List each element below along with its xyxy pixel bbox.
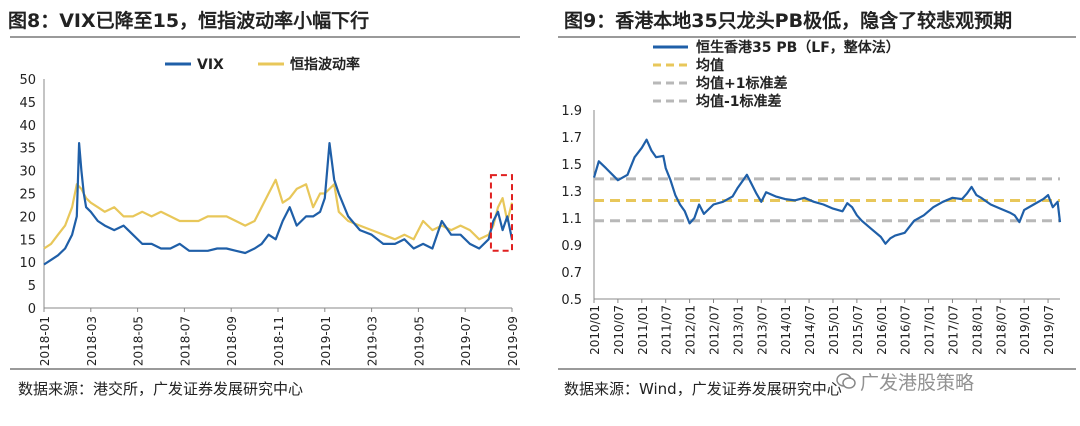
x-tick-label: 2012/07 [707, 305, 721, 355]
y-tick-label: 50 [19, 73, 36, 88]
x-tick-label: 2017/07 [946, 305, 960, 355]
y-tick-label: 1.9 [561, 104, 582, 119]
vix-series-line [43, 142, 514, 266]
x-tick-label: 2017/01 [923, 305, 937, 355]
y-tick-label: 1.7 [561, 131, 582, 146]
x-tick-label: 2018-03 [85, 316, 99, 366]
right-source-rule [558, 368, 1076, 370]
x-tick-label: 2016/07 [899, 305, 913, 355]
x-tick-label: 2018-01 [38, 316, 52, 366]
left-source-note: 数据来源：港交所，广发证券发展研究中心 [18, 380, 304, 398]
x-tick-label: 2019/01 [1018, 305, 1032, 355]
y-tick-label: 1.3 [561, 185, 582, 200]
y-tick-label: 20 [19, 210, 36, 225]
x-tick-label: 2010/01 [588, 305, 602, 355]
x-tick-label: 2010/07 [612, 305, 626, 355]
x-tick-label: 2018-09 [225, 316, 239, 366]
right-source-note: 数据来源：Wind，广发证券发展研究中心 [564, 380, 842, 398]
y-tick-label: 25 [19, 188, 36, 203]
y-tick-label: 1.1 [561, 212, 582, 227]
legend-label: 均值 [696, 57, 724, 74]
y-tick-label: 0 [28, 302, 36, 317]
y-tick-label: 1.5 [561, 158, 582, 173]
x-tick-label: 2014/07 [803, 305, 817, 355]
pb-series-line [592, 138, 1062, 245]
legend-label: 均值-1标准差 [696, 93, 782, 110]
y-tick-label: 10 [19, 256, 36, 271]
y-tick-label: 15 [19, 233, 36, 248]
x-tick-label: 2016/01 [875, 305, 889, 355]
left-chart-panel: 图8：VIX已降至15，恒指波动率小幅下行 0 5 10 15 20 25 30 35 40 45… [0, 0, 530, 426]
y-tick-label: 30 [19, 165, 36, 180]
x-tick-label: 2018/07 [994, 305, 1008, 355]
right-chart-panel: 图9：香港本地35只龙头PB极低，隐含了较悲观预期 0.5 0.7 0.9 1.1 1.… [548, 0, 1080, 426]
legend-label: 恒生香港35 PB（LF，整体法） [696, 39, 900, 56]
right-chart-title: 图9：香港本地35只龙头PB极低，隐含了较悲观预期 [564, 10, 1013, 32]
y-tick-label: 45 [19, 96, 36, 111]
x-tick-label: 2019-03 [366, 316, 380, 366]
vix-chart: 0 5 10 15 20 25 30 35 40 45 50 2018-01 2018-03 2018-0… [19, 56, 520, 366]
highlight-box [489, 174, 514, 252]
x-tick-label: 2018-05 [132, 316, 146, 366]
x-tick-label: 2019/07 [1042, 305, 1056, 355]
y-tick-label: 40 [19, 119, 36, 134]
y-tick-label: 0.5 [561, 293, 582, 308]
x-tick-label: 2013/07 [755, 305, 769, 355]
left-source-rule [10, 368, 520, 370]
x-tick-label: 2019-01 [319, 316, 333, 366]
left-title-rule [10, 36, 520, 38]
legend-label: VIX [197, 57, 224, 73]
right-title-rule [558, 36, 1076, 38]
x-tick-label: 2014/01 [779, 305, 793, 355]
left-chart-title: 图8：VIX已降至15，恒指波动率小幅下行 [8, 10, 370, 32]
wechat-icon [836, 373, 856, 389]
x-tick-label: 2019-05 [412, 316, 426, 366]
x-tick-label: 2018-07 [178, 316, 192, 366]
x-tick-label: 2018/01 [970, 305, 984, 355]
x-tick-label: 2019-07 [459, 316, 473, 366]
legend-label: 均值+1标准差 [696, 75, 787, 92]
x-tick-label: 2011/01 [636, 305, 650, 355]
pb-chart: 0.5 0.7 0.9 1.1 1.3 1.5 1.7 1.9 2010/01 2010/07 20… [561, 39, 1062, 355]
x-tick-label: 2019-09 [506, 316, 520, 366]
x-tick-label: 2018-11 [272, 316, 286, 366]
x-tick-label: 2011/07 [660, 305, 674, 355]
watermark-text: 广发港股策略 [860, 372, 975, 394]
legend-label: 恒指波动率 [290, 56, 360, 73]
hsi-volatility-series-line [43, 178, 514, 250]
y-tick-label: 5 [28, 279, 36, 294]
x-tick-label: 2015/01 [827, 305, 841, 355]
y-tick-label: 35 [19, 142, 36, 157]
y-tick-label: 0.7 [561, 266, 582, 281]
x-tick-label: 2013/01 [731, 305, 745, 355]
x-tick-label: 2015/07 [851, 305, 865, 355]
y-tick-label: 0.9 [561, 239, 582, 254]
x-tick-label: 2012/01 [684, 305, 698, 355]
